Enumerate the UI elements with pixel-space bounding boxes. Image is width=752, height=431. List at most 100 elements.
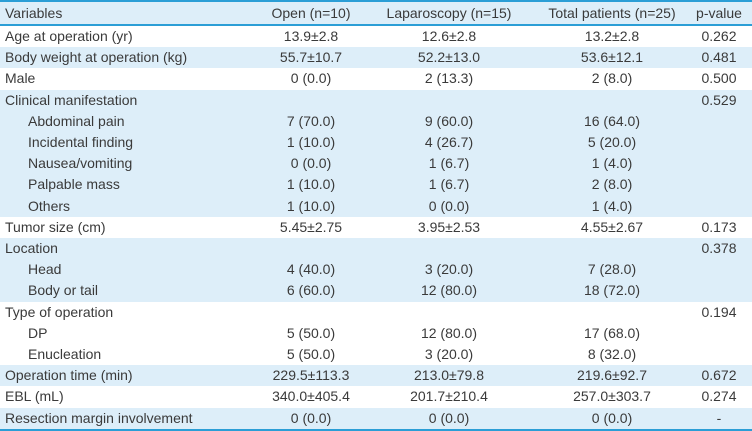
cell-laparoscopy: 12.6±2.8 bbox=[421, 28, 477, 44]
cell-total: 7 (28.0) bbox=[538, 259, 686, 281]
cell-p-value: - bbox=[686, 407, 752, 429]
cell-p-value bbox=[686, 195, 752, 217]
table-row: Male 0 (0.0) 2 (13.3) 2 (8.0) 0.500 bbox=[0, 68, 752, 89]
cell-laparoscopy: 3 (20.0) bbox=[360, 259, 538, 281]
cell-laparoscopy: 1 (6.7) bbox=[360, 153, 538, 175]
cell-open: 1 (10.0) bbox=[262, 174, 360, 196]
cell-variable: Palpable mass bbox=[0, 174, 262, 196]
cell-p-value bbox=[686, 110, 752, 133]
cell-p-value: 0.672 bbox=[686, 365, 752, 387]
cell-variable: Head bbox=[0, 259, 262, 281]
table-row: Body weight at operation (kg) 55.7±10.7 52… bbox=[0, 47, 752, 69]
cell-laparoscopy bbox=[360, 89, 538, 111]
cell-laparoscopy: 0 (0.0) bbox=[360, 195, 538, 217]
table-row: DP 5 (50.0) 12 (80.0) 17 (68.0) bbox=[0, 323, 752, 344]
cell-open: 0 (0.0) bbox=[262, 407, 360, 429]
table-body: Age at operation (yr) 13.9±2.8 12.6±2.8 13.… bbox=[0, 25, 752, 429]
cell-open: 7 (70.0) bbox=[262, 110, 360, 133]
table-row: Body or tail 6 (60.0) 12 (80.0) 18 (72.0) bbox=[0, 280, 752, 302]
table-row: Nausea/vomiting 0 (0.0) 1 (6.7) 1 (4.0) bbox=[0, 153, 752, 175]
cell-total: 53.6±12.1 bbox=[538, 47, 686, 69]
cell-open: 0 (0.0) bbox=[290, 70, 332, 87]
cell-p-value bbox=[686, 153, 752, 175]
cell-variable: DP bbox=[28, 324, 48, 341]
cell-variable: Location bbox=[0, 238, 262, 260]
cell-open bbox=[262, 238, 360, 260]
table-row: Incidental finding 1 (10.0) 4 (26.7) 5 (20.… bbox=[0, 132, 752, 154]
column-header-p-value: p-value bbox=[686, 2, 752, 26]
cell-p-value bbox=[686, 174, 752, 196]
cell-laparoscopy: 201.7±210.4 bbox=[410, 388, 488, 405]
cell-variable: Abdominal pain bbox=[0, 110, 262, 133]
cell-open bbox=[262, 302, 360, 323]
cell-variable: Type of operation bbox=[5, 303, 114, 320]
table-header: Variables Open (n=10) Laparoscopy (n=15)… bbox=[0, 2, 752, 26]
column-header-variables: Variables bbox=[0, 2, 262, 26]
cell-total bbox=[538, 302, 686, 323]
cell-p-value: 0.500 bbox=[701, 70, 737, 87]
cell-laparoscopy: 0 (0.0) bbox=[360, 407, 538, 429]
cell-p-value: 0.378 bbox=[686, 238, 752, 260]
cell-open: 6 (60.0) bbox=[262, 280, 360, 302]
cell-variable: Body weight at operation (kg) bbox=[0, 47, 262, 69]
cell-variable: EBL (mL) bbox=[5, 388, 64, 405]
cell-variable: Resection margin involvement bbox=[0, 407, 262, 429]
cell-p-value bbox=[686, 344, 752, 365]
cell-variable: Others bbox=[0, 195, 262, 217]
cell-laparoscopy: 4 (26.7) bbox=[360, 132, 538, 154]
cell-total: 2 (8.0) bbox=[591, 70, 633, 87]
cell-open: 229.5±113.3 bbox=[262, 365, 360, 387]
column-header-laparoscopy: Laparoscopy (n=15) bbox=[360, 2, 538, 26]
cell-total: 0 (0.0) bbox=[538, 407, 686, 429]
cell-total: 13.2±2.8 bbox=[584, 28, 640, 44]
cell-p-value bbox=[686, 280, 752, 302]
cell-variable: Nausea/vomiting bbox=[0, 153, 262, 175]
cell-open: 5.45±2.75 bbox=[279, 218, 343, 235]
table-row: Enucleation 5 (50.0) 3 (20.0) 8 (32.0) bbox=[0, 344, 752, 365]
cell-open: 1 (10.0) bbox=[262, 195, 360, 217]
cell-p-value bbox=[686, 259, 752, 281]
cell-variable: Male bbox=[5, 70, 36, 87]
table-row: Tumor size (cm) 5.45±2.75 3.95±2.53 4.55±2.… bbox=[0, 217, 752, 238]
cell-open: 55.7±10.7 bbox=[262, 47, 360, 69]
cell-laparoscopy: 9 (60.0) bbox=[360, 110, 538, 133]
table-row: Location 0.378 bbox=[0, 238, 752, 260]
cell-variable: Clinical manifestation bbox=[0, 89, 262, 111]
cell-total bbox=[538, 238, 686, 260]
cell-p-value: 0.194 bbox=[701, 303, 737, 320]
cell-total: 17 (68.0) bbox=[583, 324, 641, 341]
cell-p-value bbox=[686, 132, 752, 154]
cell-total: 2 (8.0) bbox=[538, 174, 686, 196]
cell-variable: Age at operation (yr) bbox=[5, 28, 133, 44]
table-row: EBL (mL) 340.0±405.4 201.7±210.4 257.0±303.… bbox=[0, 386, 752, 407]
table-row: Others 1 (10.0) 0 (0.0) 1 (4.0) bbox=[0, 195, 752, 217]
cell-laparoscopy: 52.2±13.0 bbox=[360, 47, 538, 69]
table-row: Type of operation 0.194 bbox=[0, 302, 752, 323]
table-row: Head 4 (40.0) 3 (20.0) 7 (28.0) bbox=[0, 259, 752, 281]
cell-laparoscopy: 3 (20.0) bbox=[424, 346, 474, 363]
header-row: Variables Open (n=10) Laparoscopy (n=15)… bbox=[0, 2, 752, 26]
cell-p-value: 0.274 bbox=[701, 388, 737, 405]
cell-variable: Incidental finding bbox=[0, 132, 262, 154]
cell-open: 340.0±405.4 bbox=[272, 388, 350, 405]
cell-laparoscopy bbox=[360, 302, 538, 323]
cell-laparoscopy: 3.95±2.53 bbox=[417, 218, 481, 235]
cell-total: 1 (4.0) bbox=[538, 153, 686, 175]
cell-p-value bbox=[686, 323, 752, 344]
cell-total: 18 (72.0) bbox=[538, 280, 686, 302]
cell-total: 4.55±2.67 bbox=[580, 218, 644, 235]
cell-p-value: 0.481 bbox=[686, 47, 752, 69]
cell-variable: Tumor size (cm) bbox=[5, 218, 106, 235]
cell-p-value: 0.529 bbox=[686, 89, 752, 111]
cell-open: 5 (50.0) bbox=[286, 324, 336, 341]
cell-open bbox=[262, 89, 360, 111]
column-header-open: Open (n=10) bbox=[262, 2, 360, 26]
cell-p-value: 0.173 bbox=[701, 218, 737, 235]
cell-laparoscopy: 2 (13.3) bbox=[424, 70, 474, 87]
cell-open: 1 (10.0) bbox=[262, 132, 360, 154]
cell-variable: Body or tail bbox=[0, 280, 262, 302]
cell-laparoscopy: 1 (6.7) bbox=[360, 174, 538, 196]
cell-total bbox=[538, 89, 686, 111]
